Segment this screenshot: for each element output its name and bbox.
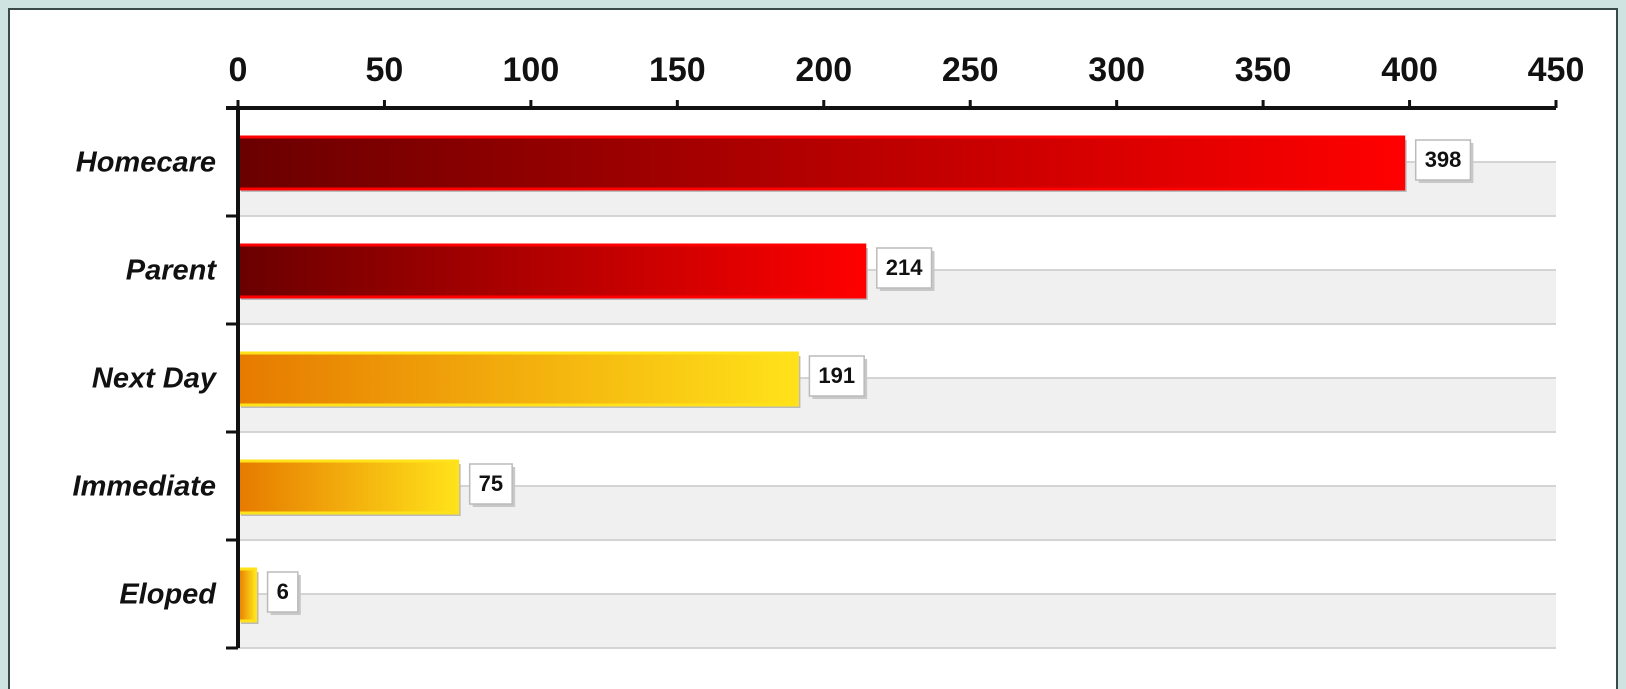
x-tick-label: 250 xyxy=(942,51,999,89)
category-label: Homecare xyxy=(76,147,216,179)
value-label-box xyxy=(876,247,933,289)
x-tick-label: 100 xyxy=(503,51,560,89)
value-label: 398 xyxy=(1425,147,1462,172)
value-label: 6 xyxy=(277,579,289,604)
x-tick-label: 150 xyxy=(649,51,706,89)
value-label: 75 xyxy=(479,471,503,496)
value-label: 214 xyxy=(886,255,923,280)
x-tick-label: 450 xyxy=(1528,51,1585,89)
x-tick-label: 50 xyxy=(366,51,404,89)
category-label: Immediate xyxy=(73,471,216,503)
x-tick-label: 300 xyxy=(1088,51,1145,89)
band-shade xyxy=(238,594,1556,648)
category-label: Eloped xyxy=(119,579,217,611)
value-label-box xyxy=(468,463,513,505)
bar xyxy=(236,243,867,299)
bar xyxy=(236,567,258,623)
value-label-box xyxy=(808,355,865,397)
bar xyxy=(236,351,799,407)
value-label-box xyxy=(266,571,299,613)
bar xyxy=(236,459,460,515)
value-label: 191 xyxy=(818,363,855,388)
bar xyxy=(236,135,1406,191)
x-tick-label: 400 xyxy=(1381,51,1438,89)
value-label-box xyxy=(1414,139,1472,181)
category-label: Parent xyxy=(126,255,218,287)
x-tick-label: 350 xyxy=(1235,51,1292,89)
category-label: Next Day xyxy=(92,363,218,395)
x-tick-label: 200 xyxy=(795,51,852,89)
x-tick-label: 0 xyxy=(229,51,248,89)
